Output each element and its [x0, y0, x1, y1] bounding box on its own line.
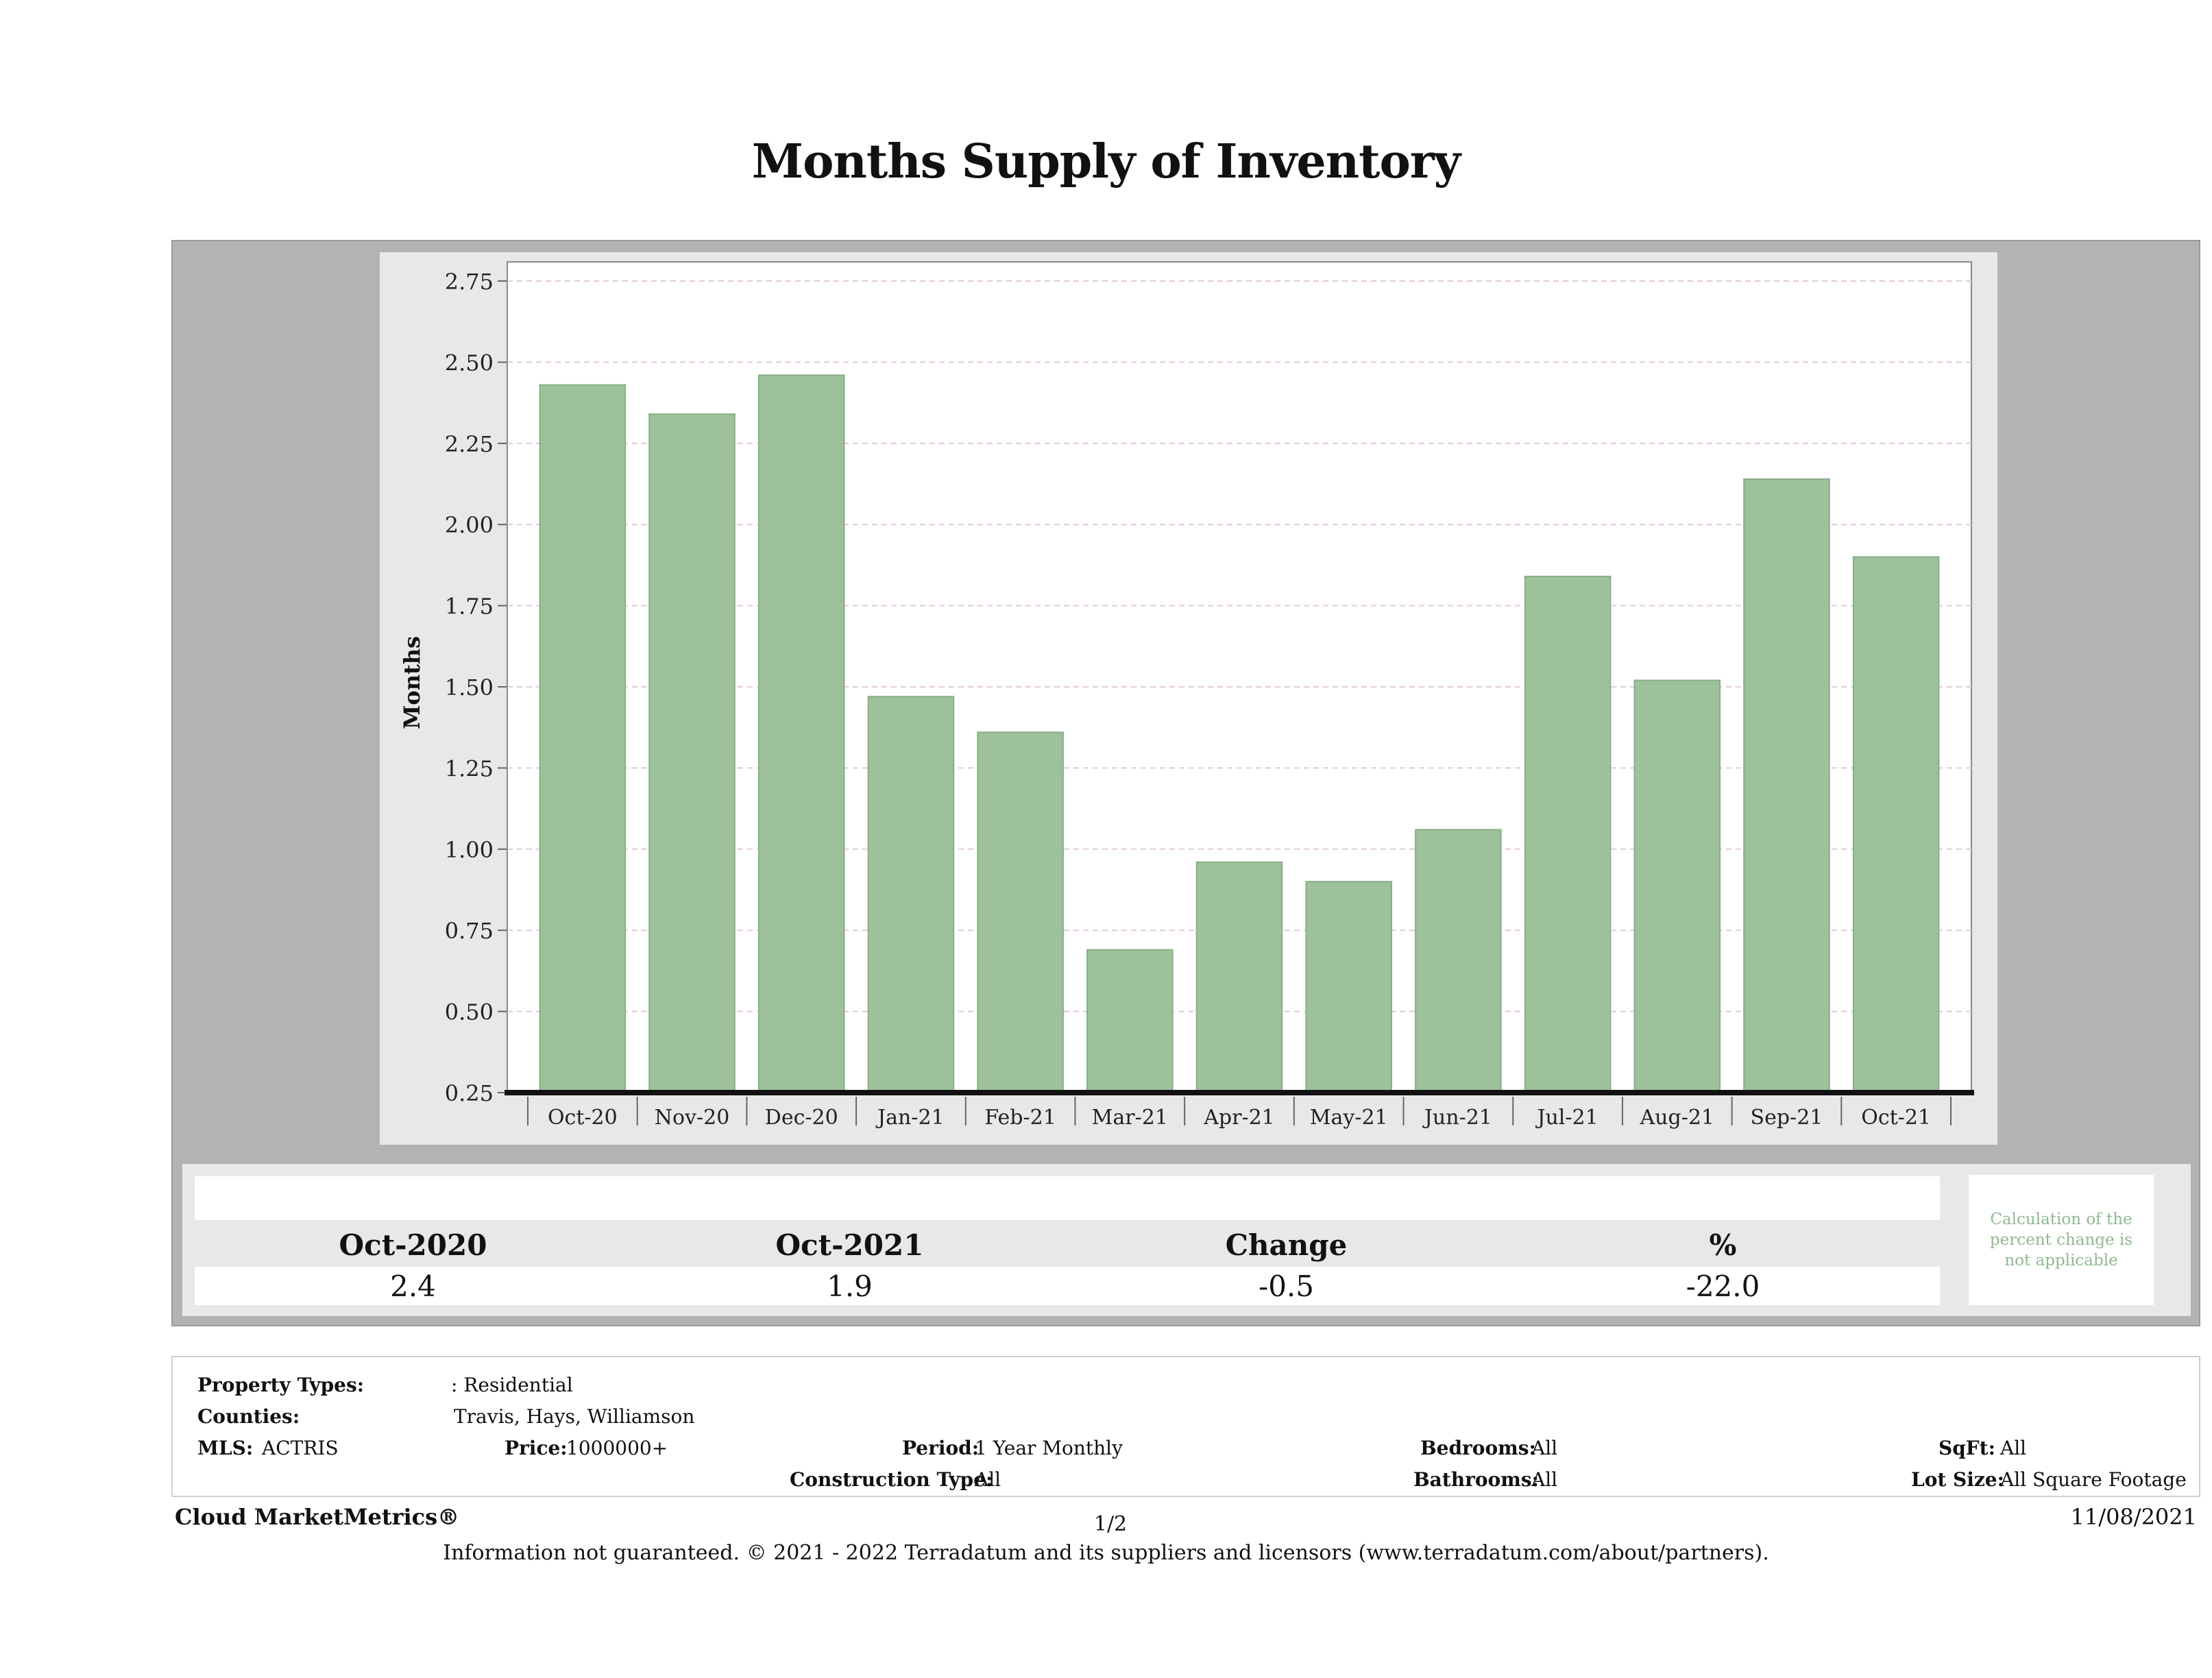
bar-Mar-21 [1086, 949, 1174, 1094]
x-tick-label: Oct-21 [1861, 1106, 1931, 1130]
bathrooms-value: All [1531, 1468, 1558, 1491]
page-title: Months Supply of Inventory [751, 134, 1461, 189]
lotsize-label: Lot Size: [1911, 1468, 2004, 1491]
period-value: 1 Year Monthly [975, 1437, 1123, 1459]
summary-value-change: -0.5 [1259, 1269, 1314, 1303]
bar-Oct-21 [1852, 556, 1940, 1093]
x-tick-label: Feb-21 [984, 1106, 1056, 1130]
x-tick-label: Nov-20 [655, 1106, 730, 1130]
x-tick-label: Jun-21 [1422, 1106, 1492, 1130]
bar-Apr-21 [1195, 861, 1283, 1094]
bar-Feb-21 [977, 731, 1064, 1093]
summary-value-end: 1.9 [827, 1269, 873, 1303]
counties-value: Travis, Hays, Williamson [454, 1405, 695, 1428]
y-tick-label: 2.00 [445, 512, 494, 538]
summary-header-row: Oct-2020 Oct-2021 Change % [195, 1224, 1940, 1265]
mls-label: MLS: [197, 1437, 254, 1459]
summary-blank-row [195, 1176, 1940, 1220]
summary-value-row: 2.4 1.9 -0.5 -22.0 [195, 1267, 1940, 1305]
page-number: 1/2 [1093, 1512, 1128, 1536]
chart-frame: 0.25 0.50 0.75 1.00 1.25 1.50 1.75 2.00 2.25 2.50… [380, 252, 1997, 1145]
summary-value-percent: -22.0 [1686, 1269, 1760, 1303]
percent-note: Calculation of the percent change is not… [1969, 1175, 2154, 1305]
bedrooms-label: Bedrooms: [1420, 1437, 1536, 1459]
y-tick-label: 1.00 [445, 837, 494, 863]
price-label: Price: [505, 1437, 568, 1459]
y-tick-label: 1.75 [445, 594, 494, 620]
y-tick-label: 0.50 [445, 999, 494, 1025]
y-tick-label: 2.75 [445, 269, 494, 295]
y-tick-label: 0.25 [445, 1080, 494, 1106]
report-date: 11/08/2021 [2070, 1504, 2197, 1530]
x-tick-label: May-21 [1310, 1106, 1388, 1130]
y-tick-label: 2.50 [445, 350, 494, 376]
property-types-value: : Residential [451, 1374, 573, 1396]
x-tick-label: Apr-21 [1203, 1106, 1275, 1130]
bedrooms-value: All [1531, 1437, 1558, 1459]
summary-header-end: Oct-2021 [775, 1228, 924, 1262]
y-tick-label: 2.25 [445, 431, 494, 457]
summary-header-percent: % [1709, 1228, 1737, 1262]
y-tick-label: 0.75 [445, 918, 494, 944]
summary-header-change: Change [1225, 1228, 1348, 1262]
bar-Dec-20 [757, 374, 845, 1093]
bar-Jan-21 [867, 696, 955, 1093]
x-tick-label: Sep-21 [1751, 1106, 1823, 1130]
brand-name: Cloud MarketMetrics® [175, 1504, 460, 1530]
summary-header-start: Oct-2020 [339, 1228, 487, 1262]
counties-label: Counties: [197, 1405, 300, 1428]
lotsize-value: All Square Footage [2000, 1468, 2187, 1491]
y-axis-label: Months [399, 636, 425, 729]
x-tick-label: Mar-21 [1092, 1106, 1168, 1130]
bar-May-21 [1305, 881, 1392, 1093]
bar-Jun-21 [1415, 829, 1502, 1093]
construction-label: Construction Type: [790, 1468, 993, 1491]
x-tick-label: Jul-21 [1535, 1106, 1598, 1130]
bathrooms-label: Bathrooms: [1413, 1468, 1539, 1491]
x-tick-label: Oct-20 [548, 1106, 618, 1130]
construction-value: All [975, 1468, 1001, 1491]
bar-Aug-21 [1633, 679, 1721, 1093]
x-tick-label: Aug-21 [1640, 1106, 1715, 1130]
bar-Sep-21 [1743, 478, 1830, 1093]
y-tick-label: 1.25 [445, 755, 494, 781]
x-tick-label: Jan-21 [875, 1106, 945, 1130]
disclaimer: Information not guaranteed. © 2021 - 202… [443, 1541, 1769, 1565]
property-types-label: Property Types: [197, 1374, 365, 1396]
bar-chart: 0.25 0.50 0.75 1.00 1.25 1.50 1.75 2.00 2.25 2.50… [399, 261, 1974, 1130]
summary-table: Oct-2020 Oct-2021 Change % 2.4 1.9 -0.5 … [182, 1164, 2191, 1316]
bar-Nov-20 [648, 413, 736, 1093]
sqft-label: SqFt: [1938, 1437, 1995, 1459]
percent-note-text: Calculation of the percent change is not… [1989, 1211, 2133, 1269]
sqft-value: All [2000, 1437, 2027, 1459]
mls-value: ACTRIS [262, 1437, 339, 1459]
bar-Jul-21 [1524, 575, 1612, 1093]
bar-Oct-20 [539, 384, 627, 1093]
period-label: Period: [902, 1437, 980, 1459]
price-value: 1000000+ [566, 1437, 668, 1459]
report-criteria: Property Types: : Residential Counties: … [171, 1356, 2200, 1497]
summary-value-start: 2.4 [390, 1269, 436, 1303]
x-tick-label: Dec-20 [765, 1106, 838, 1130]
y-tick-label: 1.50 [445, 674, 494, 701]
